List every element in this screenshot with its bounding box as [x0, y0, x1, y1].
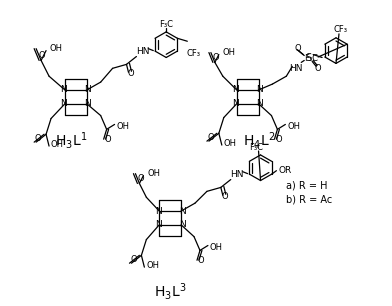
Text: N: N: [155, 207, 162, 215]
Text: O: O: [275, 135, 282, 144]
Text: N: N: [84, 99, 91, 108]
Text: OH: OH: [223, 48, 236, 57]
Text: O: O: [104, 135, 111, 144]
Text: N: N: [256, 99, 263, 108]
Text: OH: OH: [224, 139, 237, 147]
Text: OR: OR: [279, 166, 292, 175]
Text: N: N: [61, 99, 67, 108]
Text: O: O: [295, 44, 301, 53]
Text: N: N: [256, 85, 263, 95]
Text: CF₃: CF₃: [186, 49, 200, 58]
Text: b) R = Ac: b) R = Ac: [286, 194, 332, 204]
Text: O: O: [198, 256, 204, 265]
Text: OH: OH: [210, 243, 223, 252]
Text: H$_3$L$^1$: H$_3$L$^1$: [55, 130, 87, 151]
Text: OH: OH: [50, 140, 63, 149]
Text: N: N: [179, 220, 185, 229]
Text: H$_4$L$^2$: H$_4$L$^2$: [243, 130, 276, 151]
Text: O: O: [130, 255, 137, 264]
Text: OH: OH: [116, 122, 130, 131]
Text: N: N: [232, 99, 239, 108]
Text: F₃C: F₃C: [159, 20, 173, 28]
Text: O: O: [39, 51, 45, 60]
Text: F₃C: F₃C: [250, 143, 263, 151]
Text: H$_3$L$^3$: H$_3$L$^3$: [154, 281, 186, 302]
Text: O: O: [137, 174, 144, 183]
Text: OH: OH: [146, 261, 160, 270]
Text: HN: HN: [290, 64, 303, 73]
Text: HN: HN: [136, 47, 149, 56]
Text: S: S: [305, 54, 311, 63]
Text: O: O: [208, 133, 214, 142]
Text: OH: OH: [287, 122, 300, 131]
Text: HN: HN: [230, 170, 243, 179]
Text: N: N: [61, 85, 67, 95]
Text: O: O: [315, 64, 321, 73]
Text: O: O: [212, 53, 219, 62]
Text: N: N: [179, 207, 185, 215]
Text: N: N: [155, 220, 162, 229]
Text: F₃C: F₃C: [304, 54, 318, 63]
Text: OH: OH: [147, 169, 160, 178]
Text: O: O: [127, 69, 134, 78]
Text: O: O: [221, 192, 228, 201]
Text: O: O: [35, 134, 42, 143]
Text: a) R = H: a) R = H: [286, 181, 328, 190]
Text: N: N: [232, 85, 239, 95]
Text: OH: OH: [49, 44, 62, 53]
Text: N: N: [84, 85, 91, 95]
Text: CF₃: CF₃: [334, 25, 348, 35]
